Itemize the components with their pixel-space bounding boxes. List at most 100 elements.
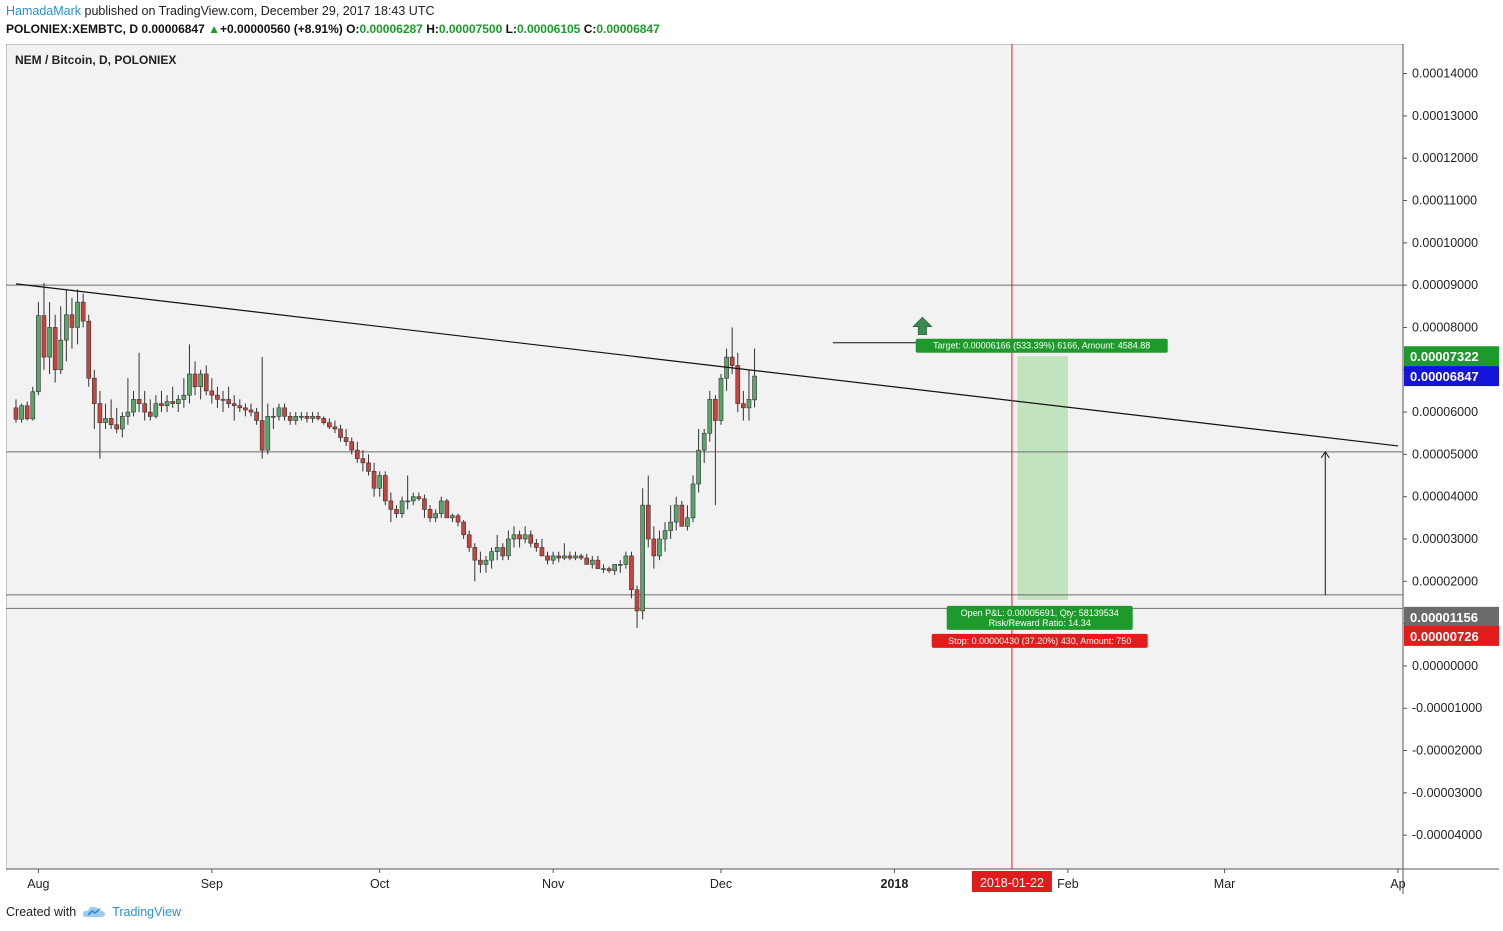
candle-body: [159, 403, 164, 407]
price-change: +0.00000560 (+8.91%): [220, 22, 343, 36]
candle: [729, 327, 735, 374]
candle-body: [718, 377, 724, 421]
candle-body: [696, 449, 701, 485]
symbol-label: POLONIEX:XEMBTC, D: [6, 22, 139, 36]
tradingview-link[interactable]: TradingView: [112, 905, 181, 919]
candle: [500, 543, 506, 561]
y-tick-label: 0.00014000: [1412, 67, 1478, 81]
candle: [696, 429, 701, 493]
candle-body: [243, 407, 248, 411]
candle-body: [349, 441, 355, 451]
candlestick-chart[interactable]: 0.00014000 0.00013000 0.00012000 0.00011000…: [5, 43, 1499, 894]
candle: [147, 399, 153, 421]
candle-body: [97, 403, 103, 423]
y-tick-label: -0.00004000: [1412, 828, 1482, 842]
candle: [438, 496, 444, 518]
candle: [86, 314, 92, 387]
candle: [399, 496, 405, 518]
candle-body: [354, 449, 360, 459]
x-tick-label: Ap: [1390, 877, 1405, 891]
candle-body: [30, 391, 36, 420]
candle: [595, 555, 601, 569]
ohlc-bar: POLONIEX:XEMBTC, D 0.00006847 ▲+0.000005…: [6, 22, 660, 36]
candle: [562, 543, 567, 561]
candle-body: [685, 517, 690, 527]
candle-body: [203, 373, 209, 392]
candle: [701, 429, 707, 463]
y-tick-label: 0.00011000: [1412, 194, 1477, 208]
candle: [713, 395, 718, 506]
candle: [455, 513, 461, 527]
candle-body: [24, 405, 30, 420]
candle-body: [47, 327, 52, 358]
candle: [310, 412, 315, 423]
candle: [433, 509, 438, 523]
measure-arrow-head: [1320, 450, 1330, 459]
candle-body: [634, 589, 640, 612]
candle-body: [405, 500, 410, 503]
candle: [103, 403, 108, 429]
tradingview-cloud-icon[interactable]: [82, 905, 106, 919]
candle: [315, 412, 321, 421]
candle-body: [450, 515, 455, 519]
candle-body: [119, 416, 125, 430]
candle-body: [690, 483, 696, 519]
candle: [528, 530, 534, 548]
candle: [416, 492, 422, 501]
candle-body: [164, 401, 170, 407]
candle: [707, 390, 713, 442]
y-tick-label: -0.00001000: [1412, 701, 1482, 715]
y-tick-label: 0.00012000: [1412, 151, 1478, 165]
candle-body: [662, 530, 668, 540]
candle-body: [562, 555, 567, 559]
candle: [254, 407, 259, 425]
low-label: L:: [505, 22, 517, 36]
candle-body: [735, 365, 741, 404]
candle: [679, 500, 685, 527]
y-tick-label: 0.00013000: [1412, 109, 1478, 123]
author-link[interactable]: HamadaMark: [6, 4, 82, 18]
candle: [410, 492, 416, 506]
candle: [668, 505, 673, 539]
close-value: 0.00006847: [596, 22, 660, 36]
date-label-box: [971, 871, 1052, 892]
candle-body: [13, 407, 19, 420]
candle-body: [545, 555, 550, 561]
candle-body: [310, 416, 315, 419]
candle: [259, 357, 265, 459]
candle: [175, 395, 181, 413]
y-tick-label: 0.00000000: [1412, 659, 1478, 673]
candle: [125, 378, 131, 425]
chart-container[interactable]: 0.00014000 0.00013000 0.00012000 0.00011000…: [5, 43, 1499, 894]
candle: [422, 494, 427, 518]
candle: [231, 395, 237, 421]
x-tick-label: Feb: [1057, 877, 1079, 891]
y-tick-label: 0.00003000: [1412, 532, 1478, 546]
stop-label-box: [931, 633, 1148, 648]
candle-body: [64, 314, 69, 341]
candle: [287, 412, 293, 425]
candle-body: [433, 513, 438, 519]
candle-body: [707, 399, 713, 434]
candle: [159, 390, 164, 413]
candle: [69, 297, 75, 349]
x-tick-label: 2018: [881, 877, 909, 891]
candle: [136, 352, 142, 413]
trendline: [15, 283, 1399, 447]
candle: [41, 283, 47, 370]
candle: [472, 543, 478, 582]
candle: [394, 505, 399, 518]
candle-body: [416, 496, 422, 500]
candle: [276, 403, 282, 421]
candle: [209, 378, 215, 404]
y-tick-label: 0.00009000: [1412, 278, 1478, 292]
candle-body: [673, 504, 679, 523]
price-tag-label: 0.00006847: [1410, 369, 1479, 384]
price-tag-box: [1404, 606, 1499, 627]
candle: [735, 352, 741, 413]
candle-body: [567, 555, 573, 559]
publish-info: HamadaMark published on TradingView.com,…: [6, 4, 435, 18]
candle: [282, 403, 287, 421]
candle: [265, 403, 271, 455]
candle-body: [192, 373, 198, 387]
